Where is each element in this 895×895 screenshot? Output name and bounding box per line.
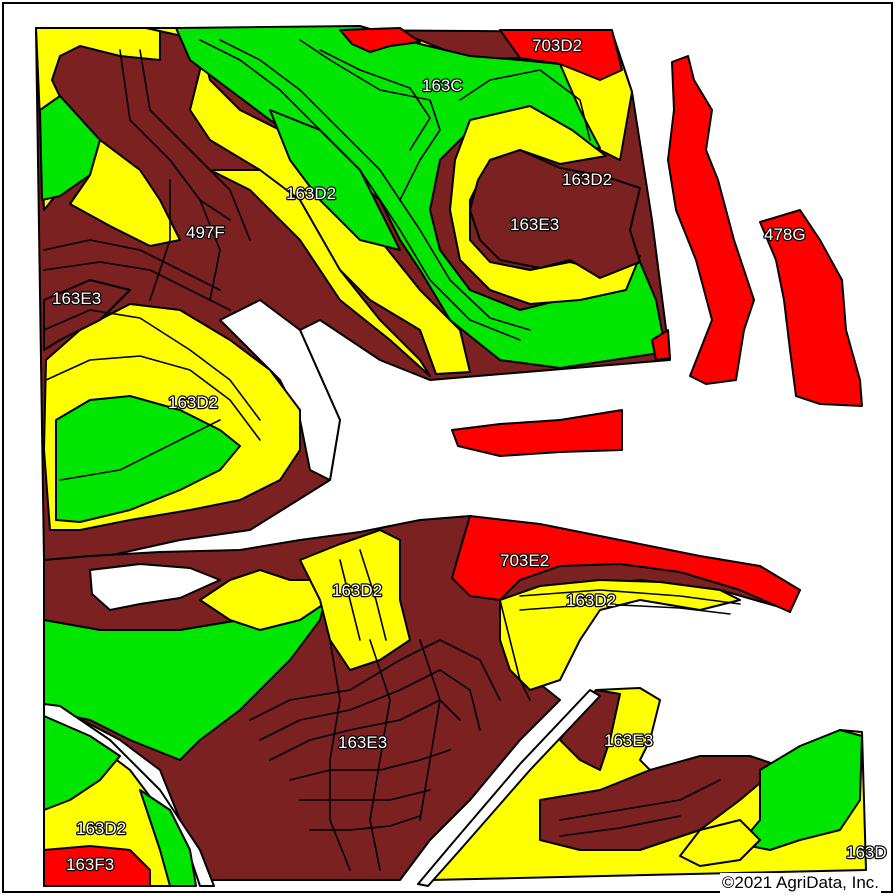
contour-line bbox=[299, 39, 441, 201]
contour-line bbox=[199, 39, 521, 341]
map-unit-label: 163D2 bbox=[332, 581, 382, 600]
map-unit-label: 163D2 bbox=[76, 819, 126, 838]
map-unit-labels: 703D2 163C 163D2 163D2 163E3 497F 478G 1… bbox=[51, 35, 888, 875]
map-unit-label: 163D2 bbox=[168, 393, 218, 412]
lower-parcel bbox=[43, 515, 867, 887]
contour-line bbox=[329, 639, 351, 871]
contour-line bbox=[139, 49, 251, 241]
map-unit-label: 163C bbox=[422, 76, 463, 95]
contour-line bbox=[259, 669, 481, 741]
soil-polygon bbox=[451, 515, 801, 613]
soil-polygon bbox=[299, 529, 411, 671]
map-unit-label: 163D2 bbox=[562, 170, 612, 189]
map-unit-label: 163D2 bbox=[566, 591, 616, 610]
road bbox=[417, 689, 601, 887]
map-unit-label: 163E3 bbox=[338, 733, 387, 752]
soil-polygon bbox=[43, 279, 131, 351]
soil-polygon bbox=[339, 27, 421, 53]
contour-line bbox=[149, 179, 171, 301]
soil-polygon bbox=[667, 55, 755, 385]
contour-line bbox=[419, 639, 441, 821]
soil-polygon bbox=[499, 29, 623, 81]
soil-polygon bbox=[139, 789, 197, 887]
map-unit-label: 163D bbox=[846, 843, 887, 862]
contour-line bbox=[519, 603, 731, 615]
map-unit-label: 163E3 bbox=[52, 289, 101, 308]
map-unit-label: 703D2 bbox=[532, 36, 582, 55]
soil-polygon bbox=[651, 329, 671, 361]
contour-line bbox=[43, 261, 231, 311]
contour-line bbox=[459, 69, 591, 141]
contour-line bbox=[219, 39, 531, 331]
soil-polygon bbox=[55, 395, 241, 523]
contour-line bbox=[199, 199, 221, 301]
soil-polygon bbox=[469, 149, 641, 279]
soil-polygon bbox=[759, 209, 863, 407]
contour-line bbox=[309, 815, 421, 831]
soil-polygon bbox=[175, 25, 667, 369]
map-unit-label: 163E3 bbox=[510, 215, 559, 234]
contour-line bbox=[43, 309, 261, 421]
map-unit-label: 163F3 bbox=[66, 855, 114, 874]
map-void bbox=[219, 299, 341, 481]
soil-polygon bbox=[69, 139, 181, 247]
soil-polygon bbox=[209, 169, 431, 377]
contour-line bbox=[499, 599, 531, 701]
soil-polygon bbox=[43, 715, 121, 811]
contour-line bbox=[359, 549, 387, 641]
map-unit-label: 497F bbox=[186, 223, 225, 242]
contour-line bbox=[369, 639, 391, 871]
copyright-notice: ©2021 AgriData, Inc. bbox=[719, 873, 881, 893]
contour-line bbox=[43, 239, 221, 291]
contour-line bbox=[519, 589, 741, 605]
soil-polygon bbox=[679, 819, 761, 867]
map-unit-label: 163D2 bbox=[286, 184, 336, 203]
contour-line bbox=[119, 49, 231, 221]
contour-line bbox=[269, 699, 461, 761]
map-unit-label: 703E2 bbox=[500, 551, 549, 570]
contour-line bbox=[319, 49, 431, 151]
contour-line bbox=[559, 779, 721, 821]
upper-parcel bbox=[35, 25, 671, 561]
map-void bbox=[89, 563, 221, 611]
map-unit-label: 163E3 bbox=[604, 731, 653, 750]
soil-polygon bbox=[451, 409, 623, 457]
red-strips bbox=[451, 55, 863, 457]
contour-line bbox=[559, 815, 681, 837]
contour-line bbox=[45, 355, 261, 441]
contour-line bbox=[249, 639, 501, 721]
contour-line bbox=[59, 419, 221, 481]
contour-line bbox=[299, 789, 431, 801]
soil-polygon bbox=[43, 845, 151, 887]
map-unit-label: 478G bbox=[764, 225, 806, 244]
contour-line bbox=[339, 559, 361, 641]
